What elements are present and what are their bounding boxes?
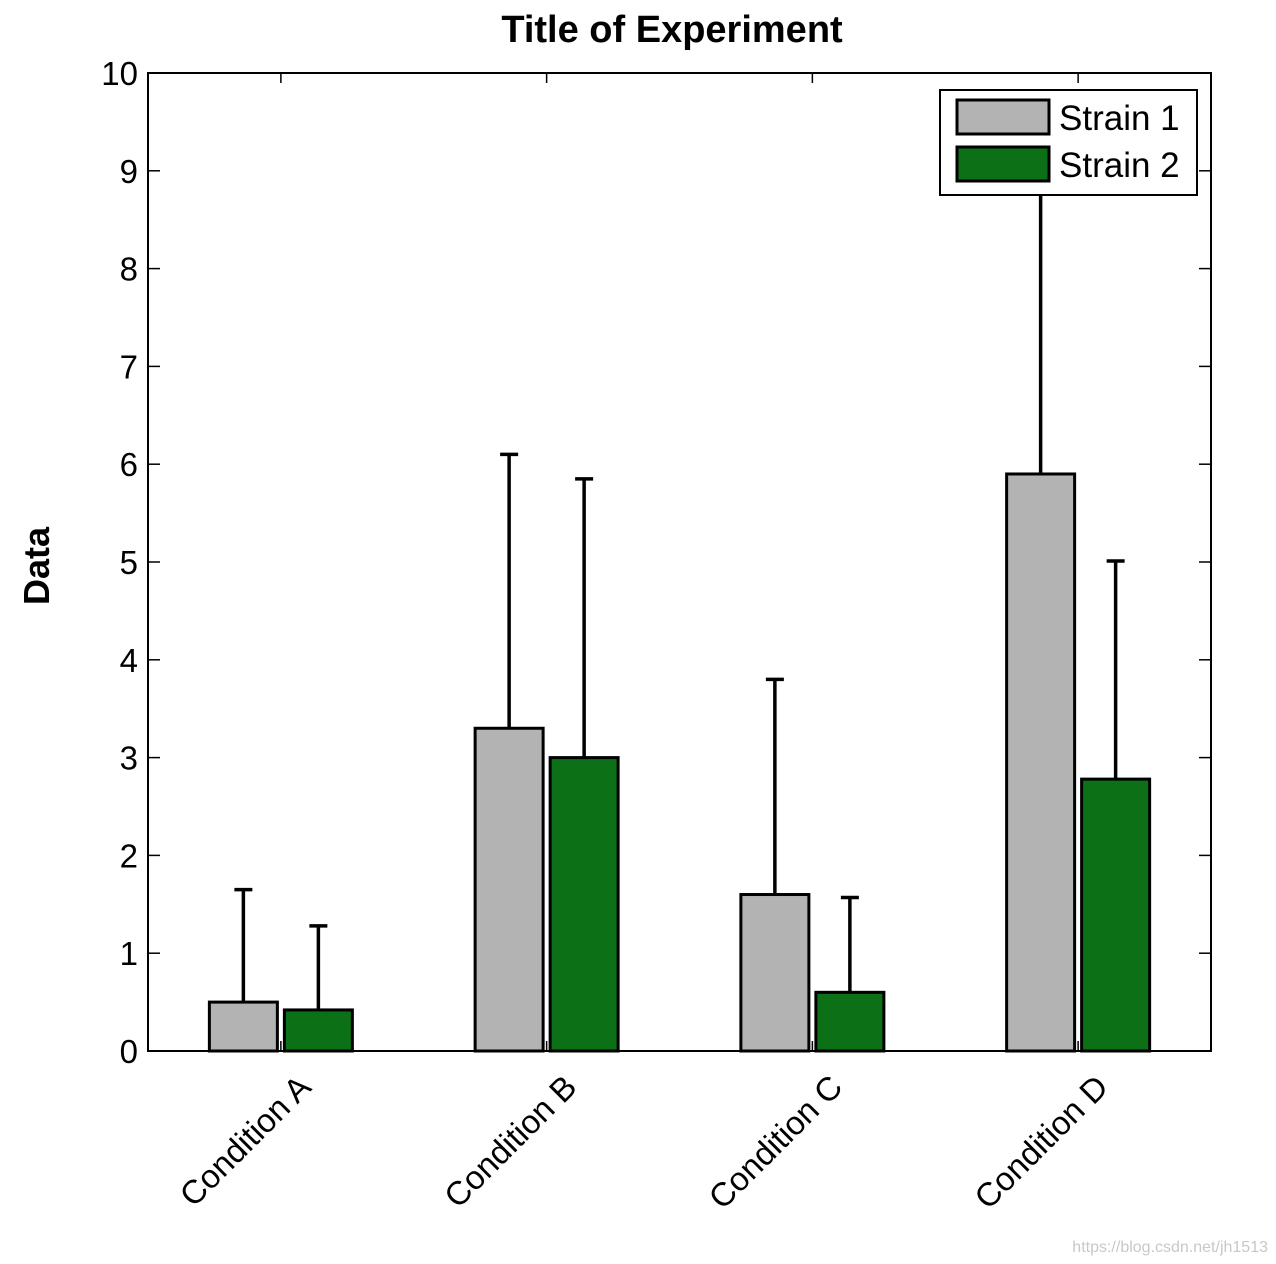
y-tick-label: 10 xyxy=(101,55,138,92)
bars-layer xyxy=(207,472,1152,1053)
bar-1-b xyxy=(473,726,545,1053)
axis-ticks-layer: 0 1 2 3 4 5 6 7 8 9 10 xyxy=(101,55,1211,1070)
legend-label-2: Strain 2 xyxy=(1059,146,1180,185)
bar-2-b xyxy=(548,756,620,1053)
legend-label-1: Strain 1 xyxy=(1059,99,1180,138)
x-tick-label: Condition B xyxy=(437,1068,584,1215)
bar-1-c xyxy=(739,893,811,1053)
error-bar-1-d xyxy=(1031,178,1050,474)
error-bar-2-a xyxy=(309,924,328,1010)
y-tick-label: 8 xyxy=(120,251,138,288)
error-bars-layer xyxy=(234,178,1125,1010)
bar-1-d xyxy=(1005,472,1077,1053)
y-axis-label: Data xyxy=(16,526,57,605)
y-tick-label: 0 xyxy=(120,1033,138,1070)
legend-swatch-1 xyxy=(955,98,1051,136)
y-tick-label: 6 xyxy=(120,446,138,483)
error-bar-1-c xyxy=(765,677,784,895)
bar-2-a xyxy=(282,1008,354,1053)
category-labels-layer: Condition A Condition B Condition C Conditi… xyxy=(172,1068,1115,1216)
y-tick-label: 4 xyxy=(120,642,138,679)
legend: Strain 1 Strain 2 xyxy=(939,89,1198,196)
x-tick-label: Condition D xyxy=(967,1068,1115,1216)
chart-title: Title of Experiment xyxy=(501,9,843,51)
error-bar-2-c xyxy=(840,895,859,993)
y-tick-label: 1 xyxy=(120,935,138,972)
bar-2-d xyxy=(1080,777,1152,1053)
x-tick-label: Condition C xyxy=(701,1068,849,1216)
y-tick-label: 9 xyxy=(120,153,138,190)
y-tick-label: 5 xyxy=(120,544,138,581)
y-tick-label: 3 xyxy=(120,740,138,777)
bar-2-c xyxy=(814,990,886,1053)
legend-swatch-2 xyxy=(955,145,1051,183)
y-tick-label: 2 xyxy=(120,837,138,874)
error-bar-2-b xyxy=(575,477,594,758)
error-bar-1-b xyxy=(500,452,519,729)
bar-1-a xyxy=(207,1000,279,1053)
x-tick-label: Condition A xyxy=(172,1068,318,1214)
error-bar-2-d xyxy=(1106,559,1125,780)
y-tick-label: 7 xyxy=(120,348,138,385)
error-bar-1-a xyxy=(234,887,253,1003)
watermark: https://blog.csdn.net/jh1513 xyxy=(1072,1239,1268,1256)
